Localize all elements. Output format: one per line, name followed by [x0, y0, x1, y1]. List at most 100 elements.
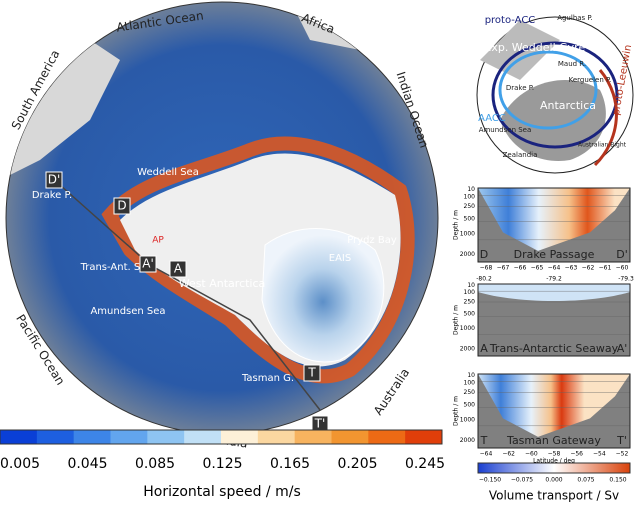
map-label: EAIS — [329, 253, 351, 264]
map-label: Trans-Ant. S. — [80, 262, 144, 273]
x-tick: −64 — [480, 451, 493, 458]
section-end: D' — [616, 248, 628, 261]
x-tick: −61 — [599, 265, 612, 272]
map-label: Drake P. — [32, 190, 72, 201]
section-frame — [477, 373, 631, 449]
map — [5, 1, 439, 435]
label-box — [113, 197, 131, 215]
section-end: T' — [616, 434, 627, 447]
colorbar-tick: 0.165 — [270, 456, 310, 472]
colorbar-cell — [73, 430, 111, 444]
depth-tick: 100 — [464, 289, 476, 296]
section-field — [478, 284, 630, 301]
section-frame — [477, 283, 631, 357]
depth-tick: 1000 — [460, 230, 475, 237]
colorbar-cell — [110, 430, 148, 444]
schematic-label: Australian Bight — [578, 142, 627, 149]
schematic-label: Kerguelen P. — [569, 76, 612, 84]
map-label: Amundsen Sea — [90, 306, 165, 317]
x-label: Latitude / deg — [533, 458, 575, 465]
transport-colorbar — [477, 462, 631, 474]
schematic-label: AACC — [478, 113, 506, 124]
label-box — [139, 255, 157, 273]
depth-tick: 500 — [464, 311, 476, 318]
schematic-label: Amundsen Sea — [479, 126, 532, 134]
depth-tick: 1000 — [460, 325, 475, 332]
colorbar-tick: 0.205 — [337, 456, 377, 472]
section-name: Drake Passage — [514, 248, 595, 261]
x-tick: −66 — [514, 265, 527, 272]
map-label: T — [307, 366, 316, 380]
map-label: A — [174, 262, 183, 276]
map-label: Prydz Bay — [347, 235, 397, 246]
colorbar-tick: 0.045 — [67, 456, 107, 472]
transport-tick: 0.075 — [577, 477, 594, 484]
schematic-label: exp. Weddell Gyre — [485, 41, 586, 54]
transport-tick: 0.000 — [545, 477, 562, 484]
depth-tick: 10 — [467, 282, 475, 289]
map-label: Australia — [371, 366, 412, 418]
colorbar-tick: 0.245 — [405, 456, 445, 472]
depth-label: Depth / m — [453, 210, 460, 240]
depth-label: Depth / m — [453, 396, 460, 426]
colorbar-cell — [331, 430, 369, 444]
colorbar-cell — [257, 430, 296, 444]
colorbar-tick: 0.085 — [135, 456, 175, 472]
x-tick: -79.3 — [618, 276, 634, 283]
transport-label: Volume transport / Sv — [489, 489, 619, 503]
section-start: T — [480, 434, 488, 447]
x-tick: −65 — [531, 265, 544, 272]
x-tick: −52 — [616, 451, 629, 458]
colorbar-cell — [294, 430, 332, 444]
depth-tick: 100 — [464, 379, 476, 386]
depth-tick: 10 — [467, 372, 475, 379]
schematic-label: Drake P. — [506, 84, 534, 92]
map-label: AP — [152, 236, 164, 246]
depth-tick: 500 — [464, 402, 476, 409]
transport-tick: −0.075 — [511, 477, 533, 484]
section-field — [478, 188, 630, 251]
schematic — [476, 16, 634, 174]
depth-tick: 250 — [464, 203, 476, 210]
depth-tick: 2000 — [460, 345, 475, 352]
x-tick: −58 — [548, 451, 561, 458]
x-tick: -80.2 — [476, 276, 492, 283]
depth-tick: 250 — [464, 389, 476, 396]
map-label: Tasman G. — [241, 373, 294, 384]
map-label: D' — [48, 173, 61, 187]
colorbar-cell — [184, 430, 222, 444]
colorbar-cell — [368, 430, 406, 444]
map-label: Weddell Sea — [137, 167, 199, 178]
section-start: A — [480, 342, 488, 355]
section-field — [478, 374, 630, 437]
schematic-label: Maud R. — [558, 60, 586, 68]
map-label: West Antarctica — [179, 277, 266, 290]
depth-tick: 1000 — [460, 416, 475, 423]
speed-jet — [101, 136, 415, 384]
section-name: Trans-Antarctic Seaway — [489, 342, 619, 355]
x-tick: −54 — [593, 451, 606, 458]
map-label: T' — [314, 417, 326, 431]
x-tick: −62 — [502, 451, 515, 458]
depth-tick: 100 — [464, 193, 476, 200]
colorbar-label: Horizontal speed / m/s — [143, 484, 301, 500]
section-frame — [477, 187, 631, 263]
x-tick: -79.2 — [546, 276, 562, 283]
section-end: A' — [617, 342, 628, 355]
schematic-label: Agulhas P. — [557, 14, 593, 22]
x-tick: −64 — [548, 265, 561, 272]
section-lines — [59, 184, 321, 411]
depth-tick: 2000 — [460, 251, 475, 258]
depth-tick: 10 — [467, 186, 475, 193]
depth-tick: 250 — [464, 299, 476, 306]
map-label: A' — [142, 257, 154, 271]
eais — [261, 228, 385, 363]
depth-tick: 2000 — [460, 437, 475, 444]
x-tick: −67 — [497, 265, 510, 272]
colorbar-cell — [0, 430, 38, 444]
section-start: D — [480, 248, 488, 261]
label-box — [45, 171, 63, 189]
colorbar-tick: 0.125 — [202, 456, 242, 472]
map-label: D — [117, 199, 126, 213]
